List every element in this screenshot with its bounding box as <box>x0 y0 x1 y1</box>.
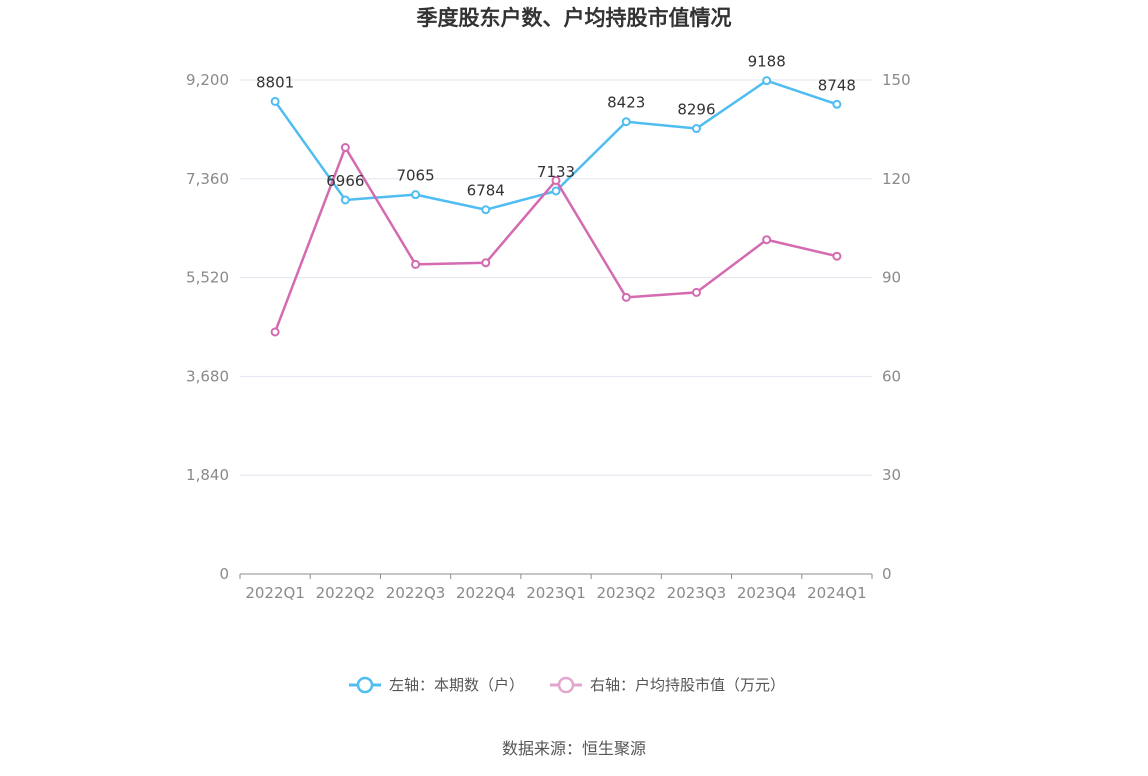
x-tick-label: 2023Q4 <box>737 584 797 602</box>
data-labels: 8801 6966 7065 6784 7133 8423 8296 9188 8748 <box>256 53 856 200</box>
x-tick-label: 2023Q1 <box>526 584 586 602</box>
data-label: 8748 <box>818 76 856 94</box>
x-tick-label: 2023Q2 <box>596 584 656 602</box>
data-point-left <box>621 117 631 127</box>
x-tick-label: 2023Q3 <box>667 584 727 602</box>
y-right-tick-label: 90 <box>882 269 901 287</box>
chart-title: 季度股东户数、户均持股市值情况 <box>417 6 732 30</box>
data-point-left <box>411 190 421 200</box>
y-left-tick-label: 7,360 <box>186 170 229 188</box>
y-left-tick-label: 1,840 <box>186 466 229 484</box>
data-point-right <box>481 258 491 268</box>
data-label: 6784 <box>467 182 505 200</box>
y-left-tick-label: 0 <box>219 565 229 583</box>
data-label: 8801 <box>256 73 294 91</box>
data-label: 7065 <box>396 167 434 185</box>
y-left-tick-label: 9,200 <box>186 71 229 89</box>
x-tick-label: 2022Q2 <box>316 584 376 602</box>
data-point-right <box>270 327 280 337</box>
data-point-left <box>551 186 561 196</box>
data-point-left <box>832 99 842 109</box>
x-tick-label: 2024Q1 <box>807 584 867 602</box>
y-right-tick-label: 0 <box>882 565 892 583</box>
legend-left-marker <box>356 676 374 694</box>
y-axis-left: 0 1,840 3,680 5,520 7,360 9,200 <box>186 71 229 583</box>
legend-item-left[interactable]: 左轴：本期数（户） <box>349 676 524 694</box>
data-label: 6966 <box>326 172 364 190</box>
y-right-tick-label: 120 <box>882 170 911 188</box>
x-tick-label: 2022Q1 <box>245 584 305 602</box>
source-text: 数据来源：恒生聚源 <box>502 739 646 758</box>
data-point-right <box>762 235 772 245</box>
data-label: 9188 <box>748 53 786 71</box>
data-label: 8423 <box>607 94 645 112</box>
data-point-right <box>691 287 701 297</box>
legend-item-right[interactable]: 右轴：户均持股市值（万元） <box>550 676 785 694</box>
data-point-left <box>270 96 280 106</box>
y-left-tick-label: 3,680 <box>186 367 229 385</box>
y-right-tick-label: 60 <box>882 367 901 385</box>
series-layer <box>270 76 842 337</box>
y-right-tick-label: 30 <box>882 466 901 484</box>
legend-right-marker <box>557 676 575 694</box>
x-axis: 2022Q1 2022Q2 2022Q3 2022Q4 2023Q1 2023Q2 2023… <box>239 573 873 602</box>
data-point-left <box>481 205 491 215</box>
x-tick-label: 2022Q4 <box>456 584 516 602</box>
data-point-left <box>691 124 701 134</box>
x-tick-label: 2022Q3 <box>386 584 446 602</box>
data-point-right <box>832 251 842 261</box>
data-point-left <box>762 76 772 86</box>
data-label: 8296 <box>677 101 715 119</box>
grid <box>240 79 872 476</box>
data-point-right <box>551 175 561 185</box>
data-point-left <box>340 195 350 205</box>
y-axis-right: 0 30 60 90 120 150 <box>882 71 911 583</box>
data-label: 7133 <box>537 163 575 181</box>
y-right-tick-label: 150 <box>882 71 911 89</box>
data-point-right <box>340 143 350 153</box>
legend-right-label: 右轴：户均持股市值（万元） <box>590 676 785 694</box>
data-point-right <box>621 292 631 302</box>
y-left-tick-label: 5,520 <box>186 269 229 287</box>
legend-left-label: 左轴：本期数（户） <box>389 676 524 694</box>
data-point-right <box>411 259 421 269</box>
legend: 左轴：本期数（户） 右轴：户均持股市值（万元） <box>349 676 785 694</box>
